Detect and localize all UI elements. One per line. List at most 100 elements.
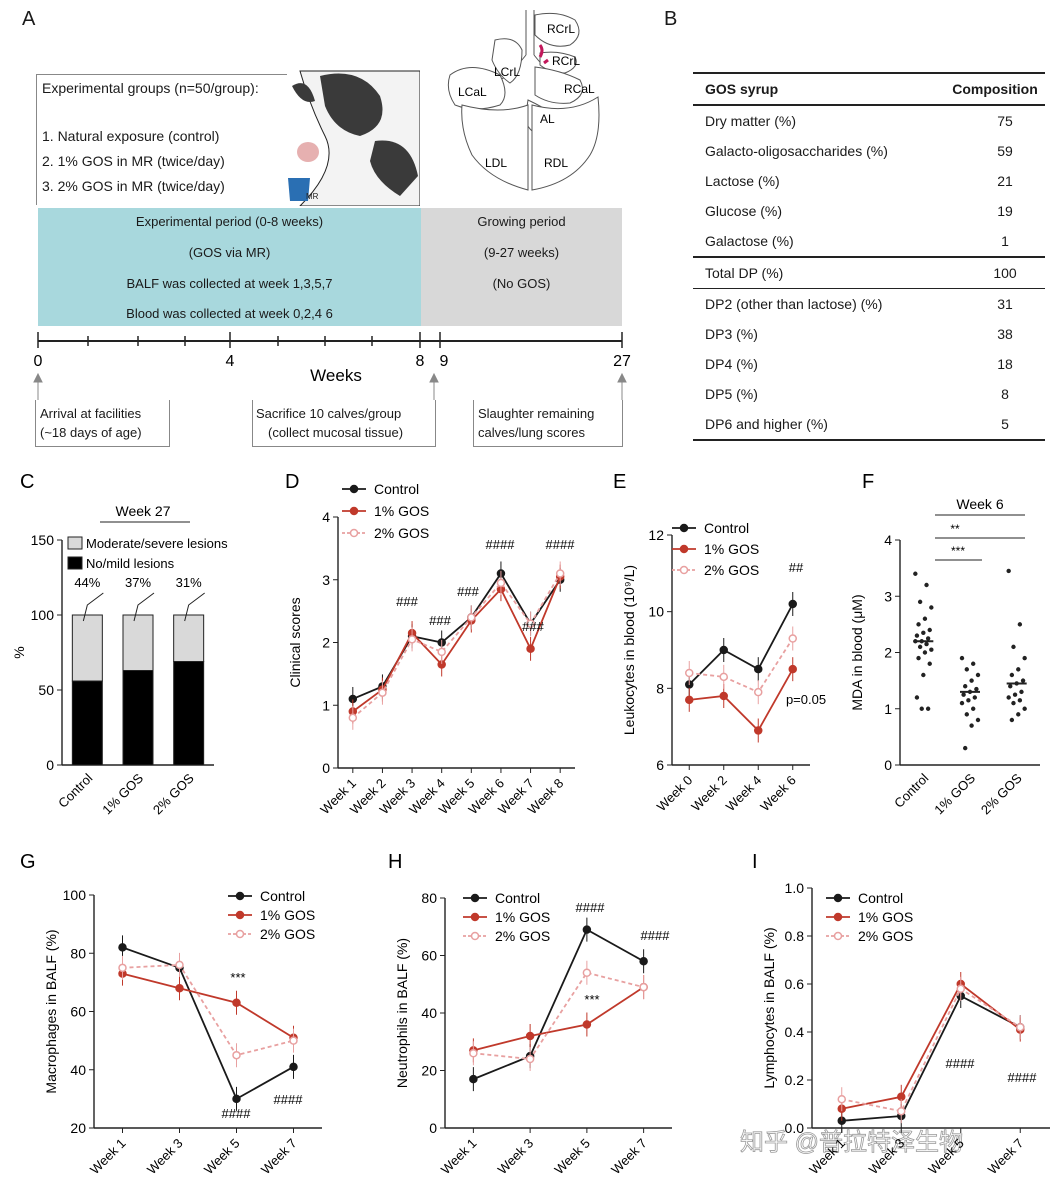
grow-period-line-3: (No GOS) [492, 276, 551, 291]
legend-entry-h: 2% GOS [495, 928, 550, 944]
x-tick-label-e: Week 0 [654, 773, 696, 815]
group-1: 1. Natural exposure (control) [42, 128, 220, 144]
tick-9: 9 [440, 353, 449, 370]
chart-title-c: Week 27 [116, 503, 171, 519]
bar-segment-c-0 [173, 661, 205, 766]
scatter-point-f [913, 571, 918, 576]
x-tick-label-c: 2% GOS [150, 770, 197, 817]
y-axis-label-f: MDA in blood (μM) [849, 594, 865, 710]
gos-composition-table: GOS syrup Composition Dry matter (%) 75 G… [693, 72, 1045, 441]
scatter-point-f [924, 582, 929, 588]
data-point-h [582, 968, 592, 977]
significance-label-e: ## [789, 560, 804, 575]
legend-entry-g: Control [260, 888, 305, 904]
table-row: DP5 (%) 8 [693, 379, 1045, 409]
significance-label-g: *** [230, 970, 245, 985]
significance-label-d: ### [396, 594, 418, 609]
y-tick-label-g: 40 [70, 1062, 86, 1078]
scatter-point-f [929, 647, 934, 652]
scatter-point-f [1009, 717, 1015, 723]
lung-diagram: RCrL RCrL LCrL LCaL RCaL AL LDL RDL [447, 10, 600, 191]
x-tick-label-f: Control [891, 770, 931, 810]
row-label: Dry matter (%) [705, 113, 796, 129]
scatter-point-f [925, 706, 931, 711]
significance-label-d: ### [429, 613, 451, 628]
table-row: Total DP (%) 100 [693, 258, 1045, 289]
y-tick-label-i: 1.0 [785, 880, 805, 896]
panel-b-letter: B [664, 8, 678, 30]
legend-marker-g [235, 891, 245, 901]
scatter-point-f [924, 641, 929, 647]
scatter-point-f [959, 700, 965, 706]
lung-rcrl-1: RCrL [547, 22, 575, 36]
table-row: DP4 (%) 18 [693, 349, 1045, 379]
row-label: Total DP (%) [705, 265, 784, 281]
exp-period-line-1: Experimental period (0-8 weeks) [135, 214, 324, 229]
legend-marker-e [679, 544, 689, 554]
scatter-point-f [963, 684, 968, 689]
legend-entry-d: 1% GOS [374, 503, 429, 519]
row-value: 31 [997, 296, 1013, 312]
y-tick-label-g: 60 [70, 1004, 86, 1020]
y-tick-label-d: 2 [322, 635, 330, 651]
y-tick-label-h: 60 [421, 948, 437, 964]
legend-marker-h [470, 912, 480, 922]
legend-entry-h: 1% GOS [495, 909, 550, 925]
row-value: 1 [1001, 233, 1009, 249]
scatter-point-f [969, 723, 974, 728]
y-axis-label-d: Clinical scores [287, 597, 303, 687]
group-3: 3. 2% GOS in MR (twice/day) [42, 178, 225, 194]
data-point-d [526, 619, 535, 628]
legend-marker-i [833, 893, 843, 903]
scatter-point-f [1022, 706, 1027, 711]
scatter-point-f [927, 627, 932, 633]
panel-i-letter: I [752, 851, 758, 873]
y-tick-label-g: 20 [70, 1120, 86, 1136]
scatter-point-f [1011, 700, 1016, 706]
significance-label-e: p=0.05 [786, 692, 826, 707]
data-point-e [719, 691, 728, 701]
lung-al: AL [540, 112, 555, 126]
data-point-g [232, 1050, 241, 1060]
legend-marker-g [235, 910, 245, 920]
legend-marker-i [833, 912, 843, 922]
bucket-label: MR [306, 192, 319, 201]
data-point-d [555, 569, 565, 578]
series-line-i-0 [841, 994, 1021, 1122]
x-tick-label-h: Week 5 [551, 1136, 593, 1178]
bar-segment-c-1 [122, 614, 154, 671]
scatter-point-f [922, 616, 928, 621]
bar-percent-label-c: 37% [125, 575, 151, 590]
x-tick-label-g: Week 5 [201, 1136, 243, 1178]
legend-marker-d [349, 484, 359, 494]
y-tick-label-f: 2 [884, 645, 892, 661]
significance-label-d: ### [457, 584, 479, 599]
legend-entry-c: No/mild lesions [86, 556, 175, 571]
y-tick-label-i: 0.6 [785, 976, 805, 992]
event-sacrifice-box [252, 400, 436, 447]
data-point-g [232, 998, 241, 1008]
data-point-i [897, 1106, 906, 1116]
x-tick-label-f: 2% GOS [978, 770, 1025, 817]
data-point-g [175, 960, 184, 970]
bar-percent-label-c: 31% [176, 575, 202, 590]
event-slaughter-line2: calves/lung scores [478, 425, 585, 440]
scatter-point-f [964, 712, 969, 717]
y-tick-label-f: 0 [884, 757, 892, 773]
tick-27: 27 [613, 353, 631, 370]
y-tick-label-f: 3 [884, 588, 892, 604]
data-point-i [837, 1094, 846, 1104]
tick-0: 0 [34, 353, 43, 370]
significance-label-g: #### [274, 1092, 304, 1107]
event-sacrifice-line1: Sacrifice 10 calves/group [256, 406, 402, 421]
event-slaughter-line1: Slaughter remaining [478, 406, 595, 421]
scatter-point-f [917, 644, 923, 650]
data-point-h [469, 1049, 478, 1058]
data-point-e [719, 672, 728, 682]
scatter-point-f [1006, 695, 1011, 700]
data-point-g [232, 1094, 241, 1104]
tick-8: 8 [416, 353, 425, 370]
y-tick-label-f: 1 [884, 701, 892, 717]
y-tick-label-c: 0 [46, 757, 54, 773]
